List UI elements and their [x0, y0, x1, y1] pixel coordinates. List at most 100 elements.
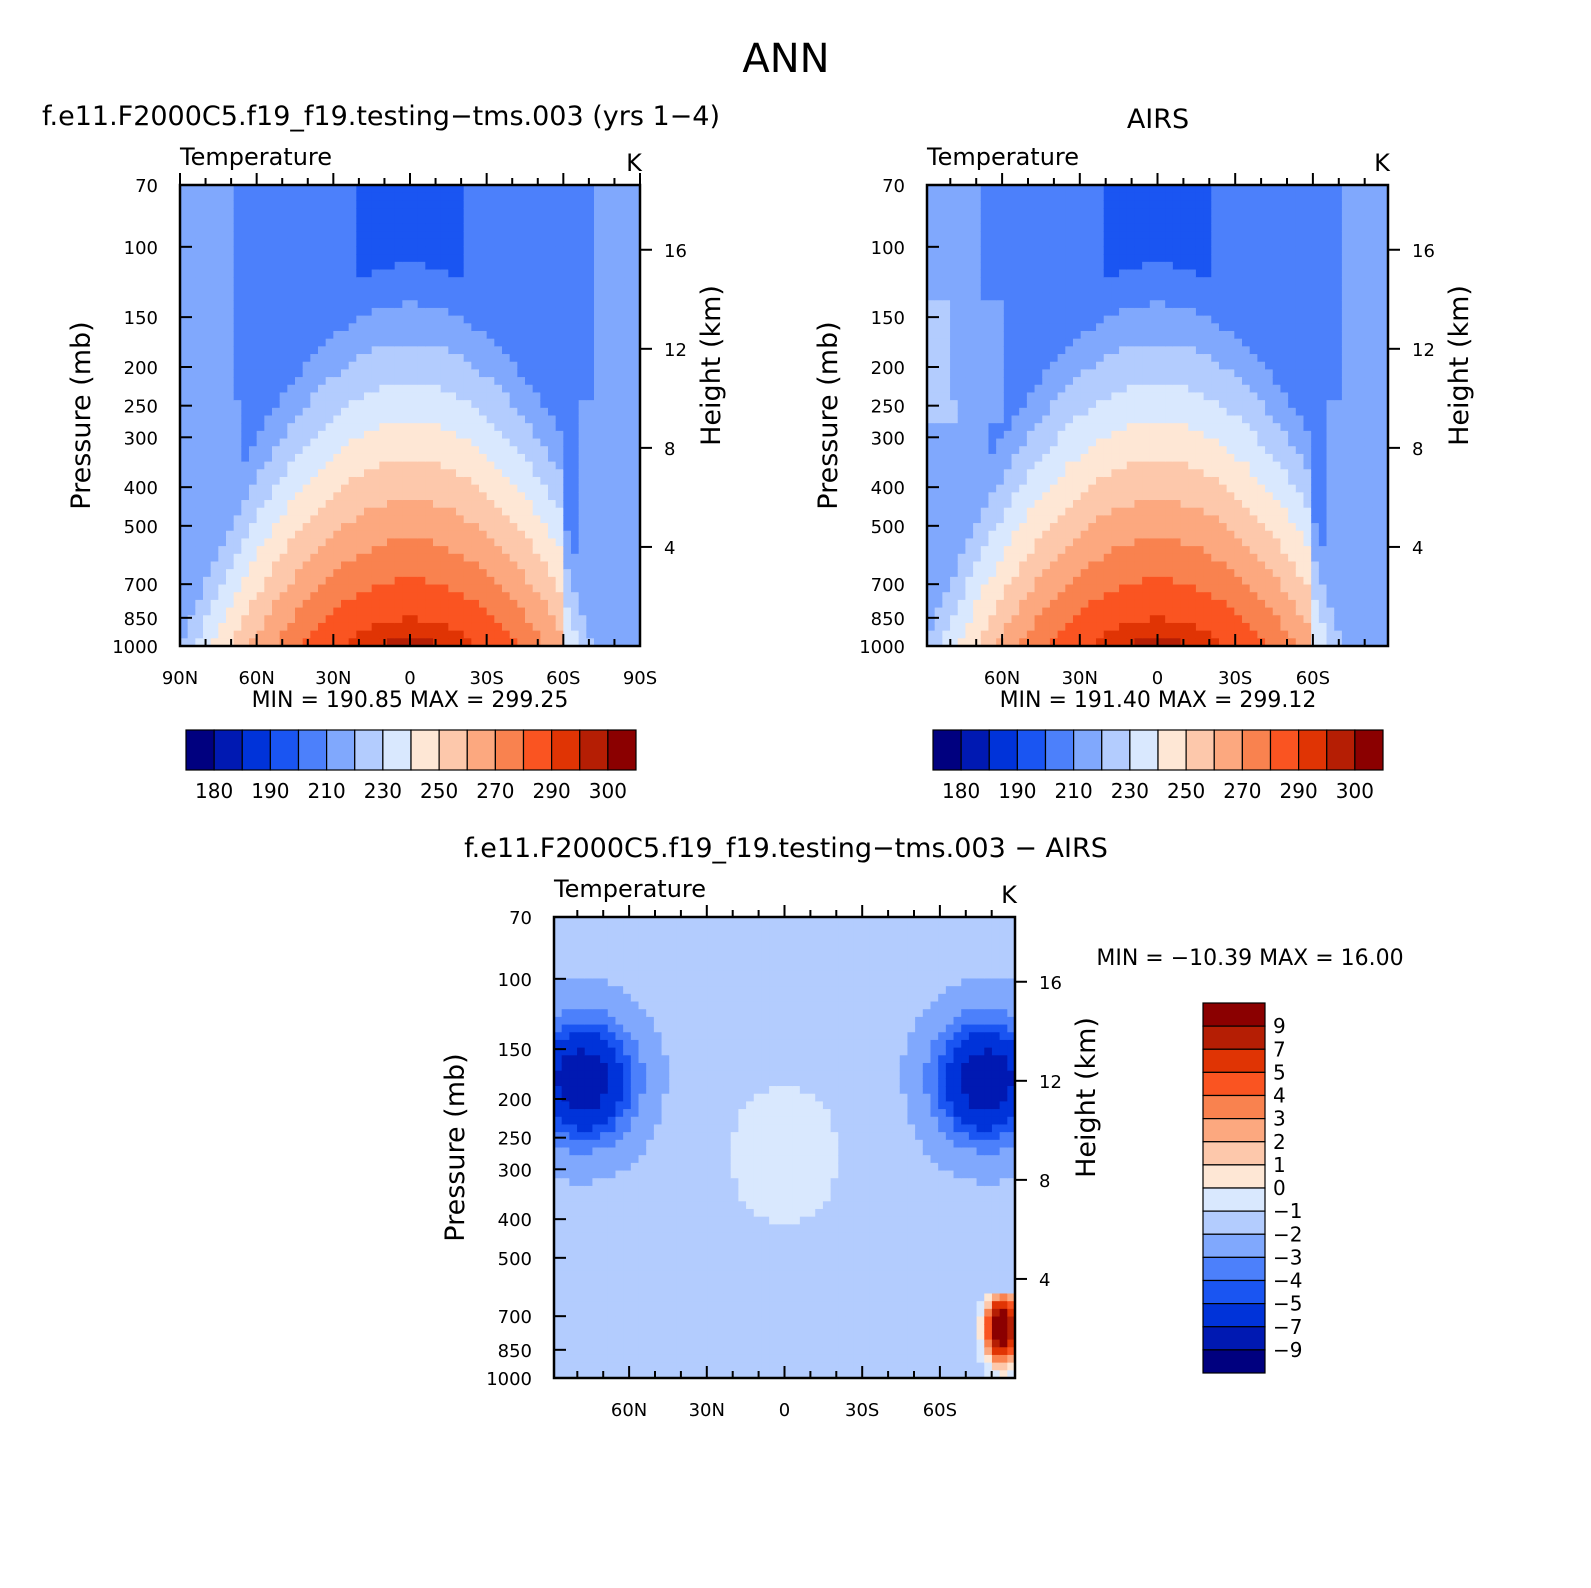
contour-cell	[341, 277, 350, 286]
contour-cell	[571, 361, 580, 370]
contour-cell	[950, 330, 959, 340]
contour-cell	[1088, 261, 1097, 271]
contour-cell	[980, 615, 990, 624]
contour-cell	[433, 553, 442, 563]
contour-cell	[486, 338, 495, 347]
colorbar-label: 250	[420, 779, 458, 803]
contour-cell	[1065, 346, 1074, 355]
contour-cell	[1026, 223, 1036, 232]
contour-cell	[272, 300, 281, 309]
contour-cell	[341, 538, 350, 547]
contour-cell	[486, 461, 495, 470]
contour-cell	[532, 361, 541, 370]
contour-cell	[1003, 461, 1013, 470]
contour-cell	[494, 446, 503, 455]
contour-cell	[980, 200, 990, 209]
contour-cell	[632, 315, 641, 324]
contour-cell	[632, 615, 641, 624]
contour-cell	[203, 185, 212, 194]
contour-cell	[471, 330, 480, 340]
contour-cell	[287, 446, 296, 455]
contour-cell	[463, 300, 472, 309]
contour-cell	[609, 430, 618, 440]
contour-cell	[287, 484, 296, 493]
contour-cell	[241, 200, 250, 209]
contour-cell	[1026, 607, 1036, 616]
contour-cell	[279, 323, 288, 332]
contour-cell	[218, 215, 227, 225]
contour-cell	[180, 553, 189, 563]
contour-cell	[555, 292, 564, 301]
contour-cell	[540, 607, 549, 616]
contour-cell	[341, 515, 350, 524]
contour-cell	[210, 607, 219, 616]
contour-cell	[509, 300, 518, 309]
contour-cell	[195, 530, 204, 540]
contour-cell	[1034, 392, 1043, 401]
contour-cell	[632, 330, 641, 340]
contour-cell	[295, 330, 304, 340]
contour-cell	[279, 576, 288, 586]
contour-cell	[1034, 500, 1043, 509]
contour-cell	[1034, 430, 1043, 440]
contour-cell	[1003, 261, 1013, 271]
contour-cell	[440, 215, 449, 225]
contour-cell	[571, 584, 580, 593]
contour-cell	[980, 438, 990, 447]
contour-cell	[295, 192, 304, 201]
contour-cell	[980, 407, 990, 417]
contour-cell	[525, 507, 534, 516]
contour-cell	[295, 553, 304, 563]
contour-cell	[203, 369, 212, 378]
contour-cell	[471, 530, 480, 540]
contour-cell	[632, 492, 641, 501]
contour-cell	[218, 377, 227, 386]
contour-cell	[624, 507, 633, 516]
contour-cell	[1034, 469, 1043, 478]
contour-cell	[486, 446, 495, 455]
contour-cell	[586, 461, 595, 470]
contour-cell	[486, 361, 495, 370]
contour-cell	[295, 599, 304, 609]
contour-cell	[425, 615, 434, 624]
contour-cell	[1049, 361, 1059, 370]
contour-cell	[1003, 361, 1013, 370]
contour-cell	[348, 469, 357, 478]
contour-cell	[934, 307, 943, 317]
contour-cell	[494, 354, 503, 363]
contour-cell	[180, 630, 189, 639]
contour-cell	[425, 415, 434, 424]
contour-cell	[494, 507, 503, 516]
contour-cell	[624, 630, 633, 639]
contour-cell	[1034, 307, 1043, 317]
contour-cell	[203, 576, 212, 586]
contour-cell	[203, 630, 212, 639]
contour-cell	[1026, 284, 1036, 294]
contour-cell	[341, 576, 350, 586]
contour-cell	[456, 200, 465, 209]
contour-cell	[364, 231, 373, 240]
contour-cell	[486, 615, 495, 624]
contour-cell	[471, 461, 480, 470]
contour-cell	[494, 208, 503, 217]
contour-cell	[463, 284, 472, 294]
contour-cell	[973, 223, 982, 232]
contour-cell	[1057, 592, 1066, 601]
contour-cell	[226, 330, 235, 340]
contour-cell	[417, 615, 426, 624]
contour-cell	[624, 307, 633, 317]
contour-cell	[486, 192, 495, 201]
contour-cell	[295, 438, 304, 447]
contour-cell	[563, 315, 572, 324]
contour-cell	[226, 630, 235, 639]
contour-cell	[1019, 438, 1028, 447]
contour-cell	[233, 307, 242, 317]
contour-cell	[1072, 576, 1082, 586]
contour-cell	[563, 392, 572, 401]
contour-cell	[1057, 576, 1066, 586]
contour-cell	[586, 277, 595, 286]
contour-cell	[578, 377, 587, 386]
contour-cell	[241, 277, 250, 286]
contour-cell	[509, 607, 518, 616]
contour-cell	[957, 500, 967, 509]
